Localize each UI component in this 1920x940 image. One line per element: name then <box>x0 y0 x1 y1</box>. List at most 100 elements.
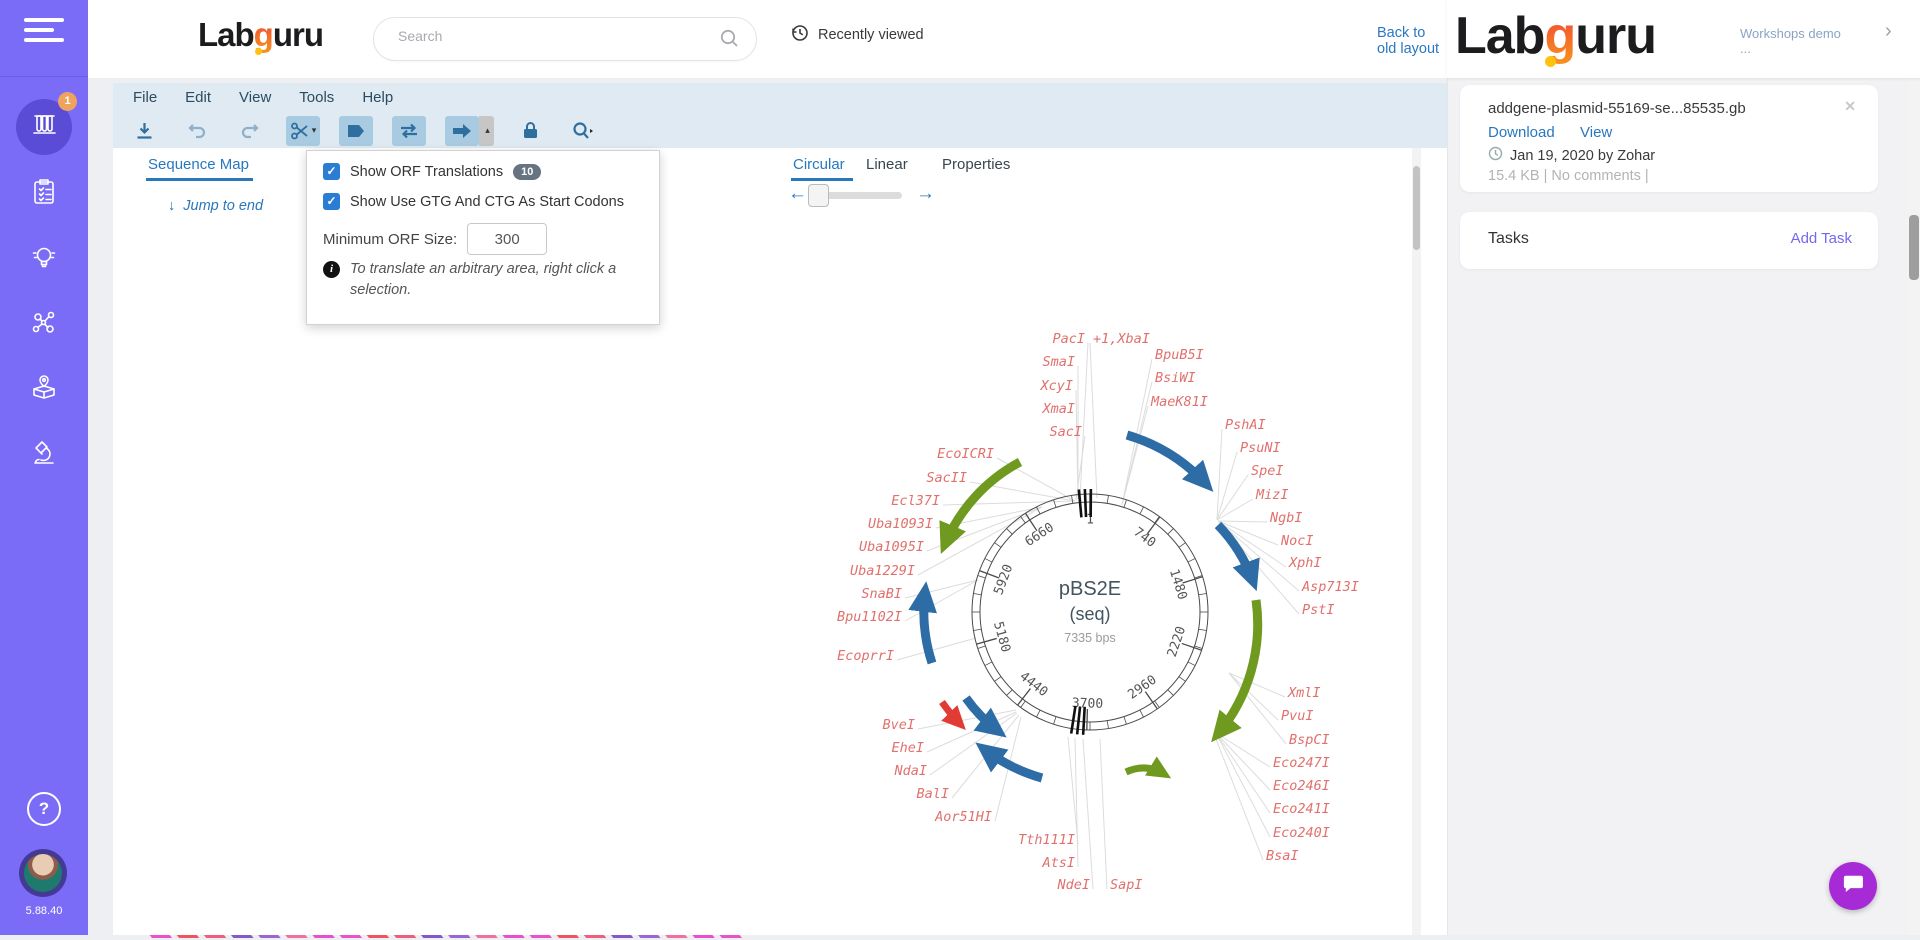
sidebar-item-molecules[interactable] <box>16 297 72 353</box>
feature-flag-button[interactable] <box>339 116 373 146</box>
plasmid-enzyme-label[interactable]: BspCI <box>1289 732 1330 748</box>
recently-viewed[interactable]: Recently viewed <box>791 24 924 46</box>
search-bar[interactable] <box>373 17 757 61</box>
undo-button[interactable] <box>180 116 214 146</box>
plasmid-enzyme-label[interactable]: NdaI <box>893 763 927 779</box>
orf-translations-checkbox[interactable]: ✓ <box>323 163 340 180</box>
plasmid-enzyme-label[interactable]: PstI <box>1302 602 1335 618</box>
chevron-down-icon[interactable]: ▾ <box>312 125 317 136</box>
plasmid-enzyme-label[interactable]: PacI <box>1052 331 1085 347</box>
plasmid-enzyme-label[interactable]: SapI <box>1110 877 1143 893</box>
feature-arc-red[interactable] <box>942 702 960 724</box>
menu-item-view[interactable]: View <box>239 83 271 113</box>
tab-properties[interactable]: Properties <box>942 156 1010 173</box>
plasmid-enzyme-label[interactable]: Eco247I <box>1273 755 1330 771</box>
tab-circular[interactable]: Circular <box>793 156 845 173</box>
jump-to-end-link[interactable]: ↓Jump to end <box>168 198 263 214</box>
plasmid-enzyme-label[interactable]: Uba1093I <box>868 516 933 532</box>
plasmid-enzyme-label[interactable]: XphI <box>1288 555 1322 571</box>
plasmid-enzyme-label[interactable]: XcyI <box>1039 378 1073 394</box>
download-button[interactable] <box>127 116 161 146</box>
plasmid-enzyme-label[interactable]: BalI <box>916 786 949 802</box>
min-orf-size-input[interactable] <box>467 223 547 255</box>
plasmid-enzyme-label[interactable]: BveI <box>882 717 915 733</box>
search-input[interactable] <box>396 27 690 45</box>
plasmid-enzyme-label[interactable]: SmaI <box>1042 354 1075 370</box>
plasmid-enzyme-label[interactable]: NgbI <box>1269 510 1303 526</box>
arrow-feature-caret[interactable]: ▴ <box>479 116 494 146</box>
chat-bubble-button[interactable] <box>1829 862 1877 910</box>
plasmid-enzyme-label[interactable]: SpeI <box>1251 463 1284 479</box>
plasmid-enzyme-label[interactable]: SnaBI <box>861 586 902 602</box>
menu-item-help[interactable]: Help <box>362 83 393 113</box>
editor-scrollbar-track[interactable] <box>1412 148 1421 935</box>
plasmid-enzyme-label[interactable]: Eco240I <box>1273 825 1330 841</box>
gtg-ctg-checkbox[interactable]: ✓ <box>323 193 340 210</box>
zoom-in-arrow-icon[interactable]: → <box>916 183 935 205</box>
plasmid-enzyme-label[interactable]: Asp713I <box>1301 579 1359 595</box>
zoom-slider-handle[interactable] <box>808 184 829 207</box>
plasmid-enzyme-label[interactable]: PvuI <box>1281 708 1314 724</box>
plasmid-enzyme-label[interactable]: Tth111I <box>1018 832 1075 848</box>
plasmid-enzyme-label[interactable]: SacII <box>926 470 967 486</box>
sidebar-item-microscopy[interactable] <box>16 427 72 483</box>
tab-linear[interactable]: Linear <box>866 156 908 173</box>
plasmid-enzyme-label[interactable]: BsiWI <box>1155 370 1196 386</box>
plasmid-enzyme-label[interactable]: EcoprrI <box>837 648 894 664</box>
panel-scrollbar-thumb[interactable] <box>1909 215 1919 280</box>
plasmid-enzyme-label[interactable]: Uba1229I <box>850 563 915 579</box>
plasmid-enzyme-label[interactable]: Eco246I <box>1273 778 1330 794</box>
plasmid-enzyme-label[interactable]: Ecl37I <box>891 493 940 509</box>
feature-arc-blue[interactable] <box>984 749 1042 778</box>
feature-arc-blue[interactable] <box>1127 435 1206 484</box>
cut-button[interactable]: ▾ <box>286 116 320 146</box>
add-task-link[interactable]: Add Task <box>1791 230 1852 247</box>
view-link[interactable]: View <box>1580 124 1612 141</box>
zoom-out-arrow-icon[interactable]: ← <box>788 183 807 205</box>
plasmid-enzyme-label[interactable]: AtsI <box>1041 855 1075 871</box>
plasmid-enzyme-label[interactable]: PshAI <box>1225 417 1266 433</box>
plasmid-enzyme-label[interactable]: Uba1095I <box>859 539 924 555</box>
panel-scrollbar-track[interactable] <box>1907 78 1920 935</box>
arrow-feature-button[interactable] <box>445 116 479 146</box>
chevron-right-icon[interactable]: › <box>1885 20 1892 43</box>
plasmid-enzyme-label[interactable]: MaeK81I <box>1150 394 1208 410</box>
plasmid-enzyme-label[interactable]: NdeI <box>1056 877 1090 893</box>
plasmid-enzyme-label[interactable]: XmlI <box>1287 685 1321 701</box>
plasmid-enzyme-label[interactable]: SacI <box>1049 424 1082 440</box>
plasmid-enzyme-label[interactable]: MizI <box>1255 487 1289 503</box>
plasmid-enzyme-label[interactable]: Eco241I <box>1273 801 1330 817</box>
plasmid-enzyme-label[interactable]: EcoICRI <box>937 446 994 462</box>
sidebar-item-task-list[interactable] <box>16 166 72 222</box>
hamburger-menu-icon[interactable] <box>24 18 64 48</box>
back-to-old-layout-link[interactable]: Back to old layout <box>1377 25 1447 57</box>
editor-scrollbar-thumb[interactable] <box>1413 166 1420 250</box>
plasmid-enzyme-label[interactable]: +1,XbaI <box>1093 331 1150 347</box>
redo-button[interactable] <box>233 116 267 146</box>
plasmid-enzyme-label[interactable]: Bpu1102I <box>837 609 902 625</box>
plasmid-enzyme-label[interactable]: BsaI <box>1266 848 1299 864</box>
plasmid-enzyme-label[interactable]: BpuB5I <box>1155 347 1204 363</box>
plasmid-enzyme-label[interactable]: Aor51HI <box>934 809 992 825</box>
sidebar-item-storage[interactable] <box>16 362 72 418</box>
download-link[interactable]: Download <box>1488 124 1555 141</box>
help-icon[interactable]: ? <box>27 792 61 826</box>
menu-item-edit[interactable]: Edit <box>185 83 211 113</box>
plasmid-enzyme-label[interactable]: XmaI <box>1041 401 1075 417</box>
feature-arc-green[interactable] <box>1218 600 1258 734</box>
search-sequence-button[interactable] <box>566 116 600 146</box>
swap-strands-button[interactable] <box>392 116 426 146</box>
avatar[interactable] <box>19 849 67 897</box>
feature-arc-blue[interactable] <box>924 592 932 663</box>
feature-arc-green[interactable] <box>1126 768 1164 774</box>
menu-item-file[interactable]: File <box>133 83 157 113</box>
plasmid-enzyme-label[interactable]: PsuNI <box>1240 440 1281 456</box>
menu-item-tools[interactable]: Tools <box>299 83 334 113</box>
plasmid-enzyme-label[interactable]: NocI <box>1280 533 1314 549</box>
lock-button[interactable] <box>513 116 547 146</box>
sidebar-item-ideas[interactable] <box>16 232 72 288</box>
tab-sequence-map[interactable]: Sequence Map <box>148 156 249 173</box>
workspace-name[interactable]: Workshops demo ... <box>1740 26 1850 56</box>
